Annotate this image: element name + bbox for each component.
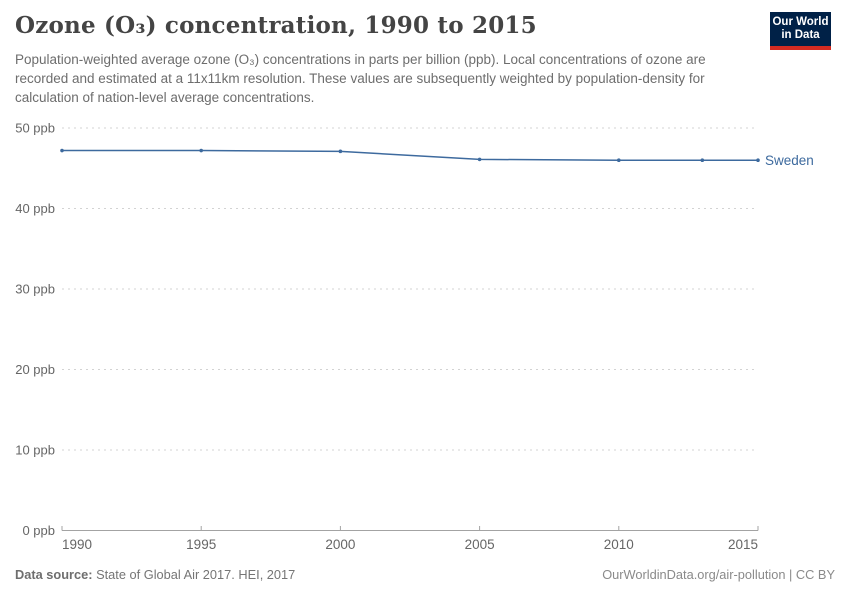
data-point — [700, 158, 705, 162]
y-axis-tick-label: 20 ppb — [15, 362, 55, 377]
owid-logo-line1: Our World — [772, 16, 829, 28]
x-axis-tick-label: 2015 — [728, 537, 758, 552]
x-axis-tick-label: 1995 — [186, 537, 216, 552]
data-point — [338, 149, 343, 154]
series-line — [61, 149, 759, 161]
data-point — [617, 158, 621, 162]
data-source-text: State of Global Air 2017. HEI, 2017 — [92, 567, 296, 582]
footer-link[interactable]: OurWorldinData.org/air-pollution | CC BY — [602, 567, 835, 582]
x-axis-tick-label: 1990 — [62, 537, 92, 552]
chart-title: Ozone (O₃) concentration, 1990 to 2015 — [15, 12, 537, 39]
y-axis-tick-label: 50 ppb — [15, 121, 55, 136]
data-source-label: Data source: — [15, 567, 93, 582]
y-axis-tick-label: 30 ppb — [15, 282, 55, 297]
y-axis-tick-label: 40 ppb — [15, 201, 55, 216]
x-axis-tick-label: 2010 — [604, 537, 634, 552]
data-point — [60, 148, 64, 153]
chart-subtitle: Population-weighted average ozone (O₃) c… — [15, 52, 706, 105]
data-point — [199, 148, 203, 153]
owid-logo[interactable]: Our World in Data — [770, 12, 831, 50]
y-axis-tick-label: 0 ppb — [22, 523, 55, 538]
data-point — [756, 158, 760, 162]
owid-logo-line2: in Data — [781, 29, 820, 41]
x-axis-tick-label: 2005 — [465, 537, 495, 552]
data-source-note: Data source: State of Global Air 2017. H… — [15, 567, 295, 582]
y-axis-tick-label: 10 ppb — [15, 443, 55, 458]
data-point — [477, 157, 482, 162]
x-axis-tick-label: 2000 — [325, 537, 355, 552]
series-label: Sweden — [765, 153, 814, 168]
chart-footer: Data source: State of Global Air 2017. H… — [15, 567, 835, 582]
